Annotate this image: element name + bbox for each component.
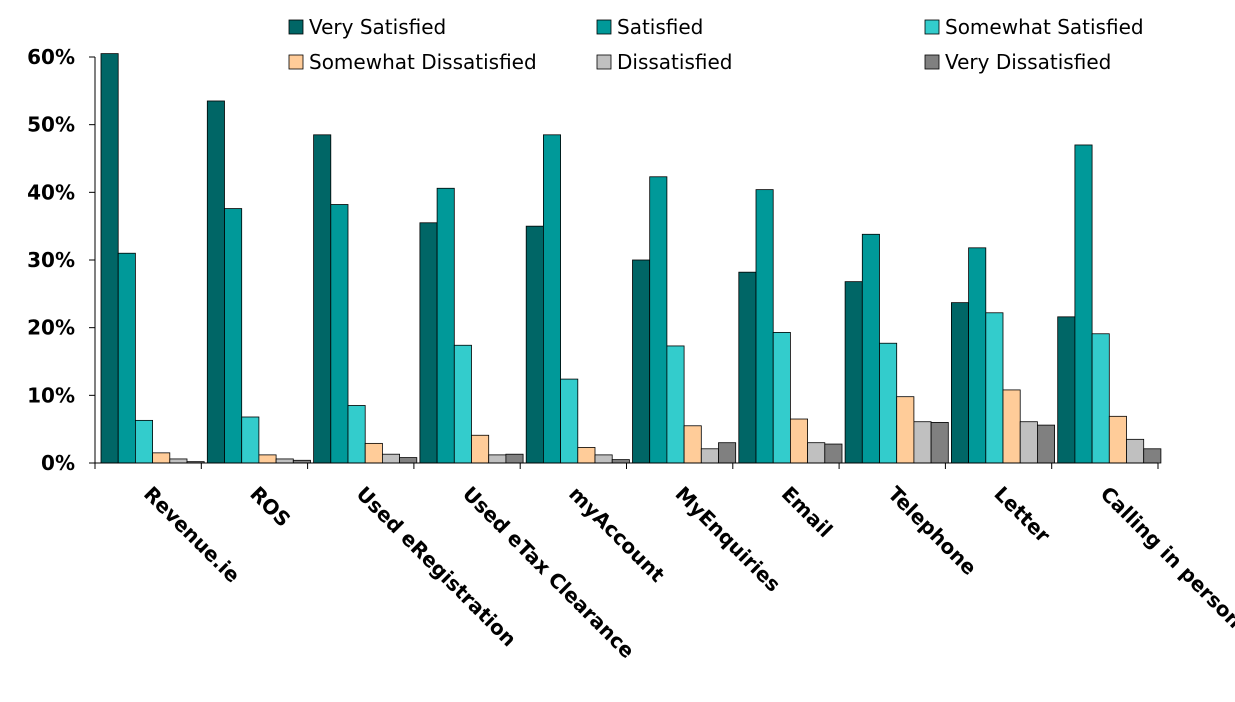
x-tick-label: Email [777, 482, 838, 543]
bar [241, 416, 260, 464]
bar [755, 189, 774, 464]
bar [206, 100, 225, 464]
legend-label: Somewhat Satisfied [945, 15, 1144, 39]
bar [364, 442, 383, 464]
bar [649, 176, 668, 464]
bar [505, 453, 524, 464]
legend-label: Very Satisfied [309, 15, 446, 39]
bar [117, 252, 136, 464]
bar [824, 443, 843, 464]
bar [224, 208, 243, 464]
legend-label: Very Dissatisfied [945, 50, 1111, 74]
bar [1143, 448, 1162, 464]
x-tick-label: MyEnquiries [671, 482, 786, 597]
bar [453, 344, 472, 464]
bar [488, 454, 507, 464]
bar [611, 459, 630, 464]
bar [807, 442, 826, 464]
bar [913, 421, 932, 464]
bar [543, 134, 562, 464]
bar [419, 222, 438, 464]
y-tick-label: 10% [27, 383, 75, 407]
bar [100, 53, 119, 464]
bar [577, 447, 596, 464]
bar [436, 187, 455, 464]
legend-label: Dissatisfied [617, 50, 732, 74]
x-tick-label: Telephone [883, 482, 981, 580]
legend-swatch [596, 54, 612, 70]
bar [968, 247, 987, 464]
legend-swatch [288, 54, 304, 70]
bar [738, 271, 757, 464]
y-tick-label: 60% [27, 45, 75, 69]
bar [258, 454, 277, 464]
bar [718, 442, 737, 464]
bar [313, 134, 332, 464]
bar [1074, 144, 1093, 464]
y-tick-label: 30% [27, 248, 75, 272]
legend-swatch [596, 19, 612, 35]
bar [1126, 438, 1145, 464]
bar [381, 453, 400, 464]
bar [1108, 415, 1127, 464]
bar [985, 312, 1004, 464]
bar [330, 204, 349, 464]
bar [1037, 424, 1056, 464]
x-tick-label: myAccount [564, 482, 670, 588]
legend-swatch [924, 19, 940, 35]
bar [700, 448, 719, 464]
y-tick-label: 40% [27, 180, 75, 204]
bar [632, 259, 651, 464]
bar [844, 281, 863, 464]
bar [896, 396, 915, 464]
bar [772, 331, 791, 464]
bar [861, 233, 880, 464]
legend-label: Satisfied [617, 15, 703, 39]
bar [594, 454, 613, 464]
bar [951, 302, 970, 464]
x-tick-label: Revenue.ie [139, 482, 245, 588]
y-tick-label: 20% [27, 316, 75, 340]
bar [683, 425, 702, 464]
bar [790, 418, 809, 464]
x-tick-label: ROS [245, 482, 295, 532]
x-tick-label: Used eTax Clearance [458, 482, 639, 663]
bar [275, 458, 294, 464]
y-tick-label: 0% [41, 451, 75, 475]
bar [1057, 316, 1076, 464]
bar [930, 421, 949, 464]
bar [879, 342, 898, 464]
bar [134, 419, 153, 464]
bar [1002, 389, 1021, 464]
bar [525, 225, 544, 464]
bar [169, 458, 188, 464]
bar [152, 452, 171, 464]
bar [1019, 421, 1038, 464]
y-tick-label: 50% [27, 113, 75, 137]
legend-swatch [288, 19, 304, 35]
bar [471, 434, 490, 464]
x-tick-label: Letter [989, 482, 1055, 548]
x-tick-label: Calling in person [1096, 482, 1235, 633]
bar [347, 405, 366, 464]
bar [666, 345, 685, 464]
bar [560, 378, 579, 464]
bar [399, 457, 418, 464]
legend-label: Somewhat Dissatisfied [309, 50, 537, 74]
bar [1091, 333, 1110, 464]
legend-swatch [924, 54, 940, 70]
